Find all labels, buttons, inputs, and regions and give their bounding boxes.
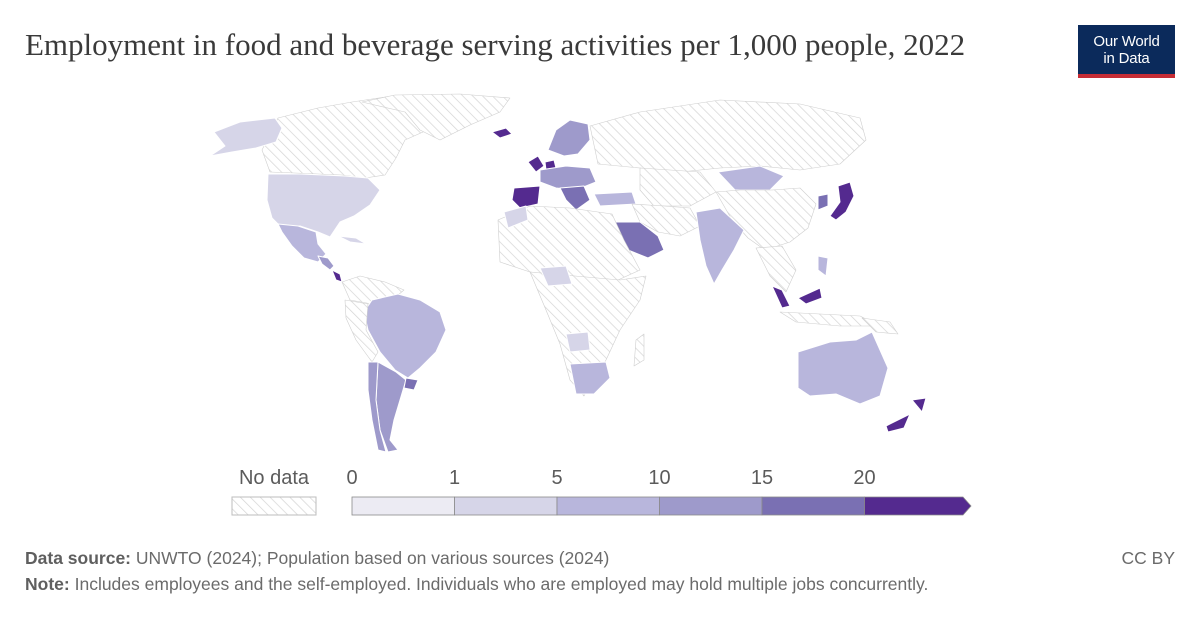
country-west-africa-mix[interactable] xyxy=(539,265,573,287)
legend-tick-label-5: 20 xyxy=(853,467,875,489)
country-iceland[interactable] xyxy=(491,127,513,139)
country-morocco[interactable] xyxy=(503,205,529,229)
world-map xyxy=(209,93,927,453)
country-canada[interactable] xyxy=(261,95,441,179)
country-spain[interactable] xyxy=(511,185,541,209)
note-label: Note: xyxy=(25,574,70,594)
footer-source: Data source: UNWTO (2024); Population ba… xyxy=(25,545,1175,571)
legend-tick-label-3: 10 xyxy=(648,467,670,489)
country-chile[interactable] xyxy=(367,361,387,453)
legend-tick-label-4: 15 xyxy=(751,467,773,489)
footer-note: Note: Includes employees and the self-em… xyxy=(25,571,1175,597)
country-south-africa[interactable] xyxy=(569,361,611,395)
country-korea[interactable] xyxy=(817,193,829,211)
page-title: Employment in food and beverage serving … xyxy=(25,27,966,62)
country-scandinavia[interactable] xyxy=(547,119,591,157)
country-cuba[interactable] xyxy=(337,235,367,245)
country-italy-balkans[interactable] xyxy=(559,185,591,211)
note-text: Includes employees and the self-employed… xyxy=(74,574,929,594)
legend-bin-5[interactable] xyxy=(864,496,972,516)
country-uruguay[interactable] xyxy=(403,377,419,391)
owid-logo[interactable]: Our World in Data xyxy=(1078,25,1175,78)
logo-line-1: Our World xyxy=(1093,33,1160,50)
country-india[interactable] xyxy=(695,207,745,285)
country-peru-bolivia[interactable] xyxy=(344,299,379,363)
country-malaysia[interactable] xyxy=(771,285,823,309)
country-alaska[interactable] xyxy=(209,117,283,157)
legend-tick-label-1: 1 xyxy=(449,467,460,489)
country-australia[interactable] xyxy=(797,331,889,405)
logo-line-2: in Data xyxy=(1103,50,1150,67)
country-east-africa-mix[interactable] xyxy=(565,331,591,353)
legend-bin-2[interactable] xyxy=(556,496,660,516)
country-philippines[interactable] xyxy=(817,255,829,277)
country-mongolia[interactable] xyxy=(717,165,785,191)
country-central-america[interactable] xyxy=(317,255,335,271)
country-north-africa[interactable] xyxy=(497,205,641,281)
source-label: Data source: xyxy=(25,548,132,568)
country-papua-new-guinea[interactable] xyxy=(861,317,899,335)
country-greenland[interactable] xyxy=(361,93,511,141)
legend-bin-4[interactable] xyxy=(761,496,865,516)
country-new-zealand[interactable] xyxy=(885,397,927,433)
legend-bin-3[interactable] xyxy=(659,496,763,516)
legend-bin-1[interactable] xyxy=(454,496,558,516)
footer: Data source: UNWTO (2024); Population ba… xyxy=(25,545,1175,597)
country-japan[interactable] xyxy=(829,181,855,221)
legend-no-data-label: No data xyxy=(239,467,310,489)
country-southeast-asia[interactable] xyxy=(755,245,797,293)
country-brazil[interactable] xyxy=(363,293,447,379)
legend-bin-0[interactable] xyxy=(351,496,455,516)
license-link[interactable]: CC BY xyxy=(1121,548,1175,568)
legend-no-data-swatch xyxy=(231,496,317,516)
country-uk-ireland[interactable] xyxy=(527,155,545,173)
country-madagascar[interactable] xyxy=(633,333,645,367)
legend-tick-label-0: 0 xyxy=(346,467,357,489)
country-central-europe[interactable] xyxy=(539,165,597,191)
legend-tick-label-2: 5 xyxy=(551,467,562,489)
country-iran-middle-east[interactable] xyxy=(631,203,701,237)
country-usa[interactable] xyxy=(266,173,381,238)
country-central-asia[interactable] xyxy=(639,167,717,207)
source-text[interactable]: UNWTO (2024); Population based on variou… xyxy=(135,548,610,568)
